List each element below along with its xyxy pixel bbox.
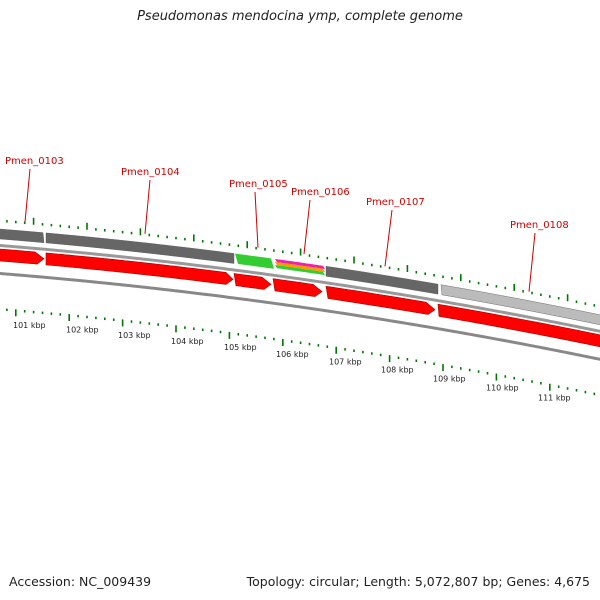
label-leader-lines: [24, 168, 536, 292]
leader-line: [144, 179, 151, 234]
scale-label: 111 kbp: [538, 393, 571, 402]
gene-label[interactable]: Pmen_0103: [5, 156, 64, 167]
highlight-segment[interactable]: [275, 264, 325, 276]
leader-line: [303, 199, 311, 255]
scale-label-group: 101 kbp 102 kbp 103 kbp 104 kbp 105 kbp 106 k…: [13, 321, 571, 402]
scale-label: 101 kbp: [13, 321, 46, 330]
cds-arrow-track: [0, 248, 600, 348]
scale-label: 109 kbp: [433, 374, 466, 383]
highlight-segment[interactable]: [275, 261, 325, 273]
gene-band-track: [0, 228, 600, 361]
cds-arrow[interactable]: [233, 273, 272, 290]
scale-label: 110 kbp: [486, 384, 519, 393]
upper-tick-track: [6, 217, 596, 307]
gene-label[interactable]: Pmen_0106: [291, 187, 350, 198]
scale-label: 108 kbp: [381, 366, 414, 375]
cds-arrow[interactable]: [325, 285, 436, 315]
scale-label: 107 kbp: [329, 358, 362, 367]
leader-line: [254, 191, 259, 248]
scale-label: 106 kbp: [276, 350, 309, 359]
gene-label[interactable]: Pmen_0108: [510, 220, 569, 231]
scale-label: 104 kbp: [171, 337, 204, 346]
accession-text: Accession: NC_009439: [9, 574, 152, 589]
cds-arrow[interactable]: [45, 252, 234, 285]
leader-line: [528, 232, 536, 292]
cds-arrow[interactable]: [437, 303, 600, 348]
leader-line: [384, 209, 393, 267]
gene-segment[interactable]: [0, 228, 45, 243]
highlight-segment[interactable]: [275, 258, 325, 270]
highlight-segment[interactable]: [235, 253, 274, 269]
gene-label[interactable]: Pmen_0105: [229, 179, 288, 190]
genome-title: Pseudomonas mendocina ymp, complete geno…: [137, 9, 463, 24]
genome-summary-text: Topology: circular; Length: 5,072,807 bp…: [246, 574, 590, 589]
cds-arrow[interactable]: [0, 248, 45, 265]
gene-segment[interactable]: [325, 266, 439, 295]
scale-label: 105 kbp: [224, 343, 257, 352]
gene-segment[interactable]: [45, 232, 235, 264]
scale-label: 103 kbp: [118, 331, 151, 340]
lower-tick-track: [6, 308, 596, 396]
leader-line: [24, 168, 31, 223]
cds-arrow[interactable]: [272, 278, 323, 297]
scale-label: 102 kbp: [66, 326, 99, 335]
gene-label[interactable]: Pmen_0104: [121, 167, 180, 178]
gene-segment[interactable]: [440, 284, 600, 327]
gene-label[interactable]: Pmen_0107: [366, 197, 425, 208]
